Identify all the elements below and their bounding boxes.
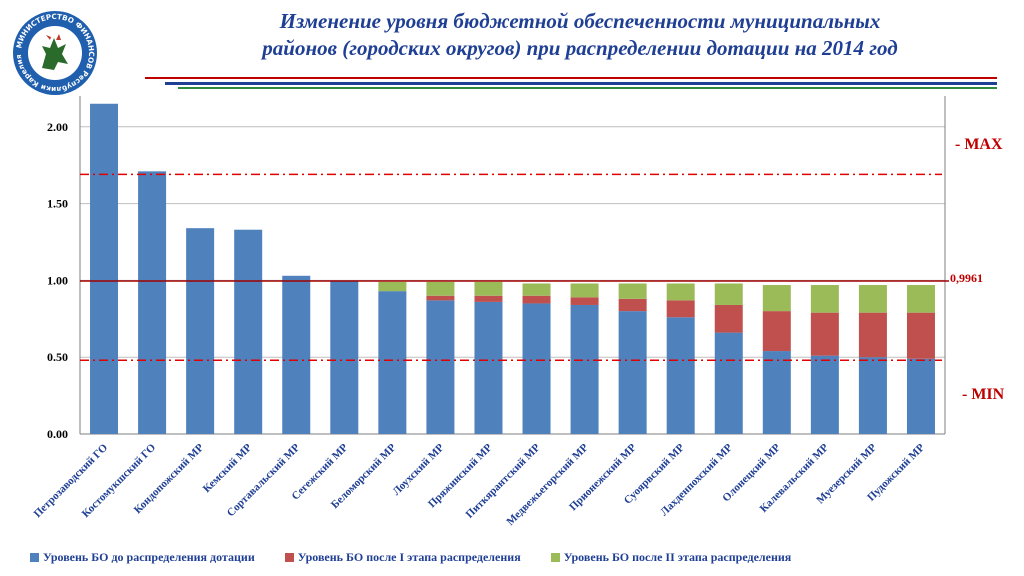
min-label: - MIN — [962, 386, 1005, 403]
bar-series-3 — [618, 283, 647, 299]
bar-series-1 — [282, 275, 311, 434]
y-tick-label: 2.00 — [47, 120, 68, 134]
bar-series-3 — [522, 283, 551, 296]
bar-series-2 — [810, 312, 839, 356]
x-tick-label: Кемский МР — [201, 441, 255, 495]
bar-series-1 — [186, 228, 215, 434]
bar-series-2 — [522, 295, 551, 304]
title-line-1: Изменение уровня бюджетной обеспеченност… — [279, 9, 881, 33]
bar-series-3 — [810, 285, 839, 313]
max-label: - MAX — [955, 136, 1003, 153]
legend-label-1: Уровень БО до распределения дотации — [43, 549, 255, 564]
y-tick-label: 1.00 — [47, 273, 68, 287]
header-rule-green — [178, 87, 997, 89]
bar-series-1 — [138, 171, 167, 434]
bar-series-2 — [474, 295, 503, 302]
bear-emblem-icon — [42, 38, 68, 70]
x-tick-label: Медвежьегорский МР — [504, 441, 591, 528]
bar-series-1 — [522, 303, 551, 434]
ministry-logo: МИНИСТЕРСТВО ФИНАНСОВ Республики Карелия — [12, 10, 98, 96]
legend-swatch-2 — [284, 552, 294, 562]
legend-label-2: Уровень БО после I этапа распределения — [297, 549, 521, 564]
bar-series-3 — [858, 285, 887, 313]
legend-swatch-1 — [30, 552, 39, 562]
bar-series-1 — [906, 358, 935, 434]
bar-series-3 — [906, 285, 935, 313]
legend-item-series-1: Уровень БО до распределения дотации — [30, 550, 255, 565]
bar-series-2 — [906, 312, 935, 359]
page-title: Изменение уровня бюджетной обеспеченност… — [150, 8, 1010, 62]
bar-series-3 — [378, 281, 407, 292]
emblem-accent-icon — [46, 34, 61, 40]
bar-series-2 — [714, 304, 743, 333]
bar-series-1 — [618, 311, 647, 434]
bar-series-2 — [858, 312, 887, 358]
bar-series-1 — [474, 301, 503, 434]
bar-series-1 — [714, 332, 743, 434]
bar-series-2 — [426, 295, 455, 301]
legend-item-series-2: Уровень БО после I этапа распределения — [284, 549, 521, 565]
y-tick-label: 0.50 — [47, 350, 68, 364]
bar-series-1 — [666, 317, 695, 434]
title-line-2: районов (городских округов) при распреде… — [262, 36, 898, 60]
bar-series-1 — [234, 229, 263, 434]
chart-legend: Уровень БО до распределения дотации Уров… — [30, 548, 1020, 566]
bar-series-1 — [426, 300, 455, 434]
bar-series-1 — [570, 304, 599, 434]
header-rule-red — [145, 77, 997, 79]
bar-series-1 — [90, 103, 119, 434]
header-rule-blue — [165, 82, 997, 85]
bar-series-2 — [762, 311, 791, 352]
bar-series-1 — [330, 280, 359, 434]
legend-swatch-3 — [550, 552, 560, 562]
bar-series-1 — [858, 357, 887, 434]
threshold-label: 0,9961 — [950, 271, 983, 285]
bar-series-1 — [762, 351, 791, 434]
bar-series-3 — [426, 281, 455, 296]
y-tick-label: 0.00 — [47, 427, 68, 441]
legend-label-3: Уровень БО после II этапа распределения — [563, 549, 792, 564]
bar-series-3 — [666, 283, 695, 301]
bar-series-1 — [378, 291, 407, 434]
bar-series-3 — [762, 285, 791, 312]
bar-series-2 — [570, 297, 599, 305]
bar-series-3 — [714, 283, 743, 305]
bar-series-1 — [810, 355, 839, 434]
y-tick-label: 1.50 — [47, 197, 68, 211]
bar-series-2 — [618, 298, 647, 312]
bar-series-3 — [570, 283, 599, 298]
bar-series-2 — [666, 300, 695, 318]
bar-series-3 — [474, 281, 503, 296]
legend-item-series-3: Уровень БО после II этапа распределения — [550, 549, 792, 565]
